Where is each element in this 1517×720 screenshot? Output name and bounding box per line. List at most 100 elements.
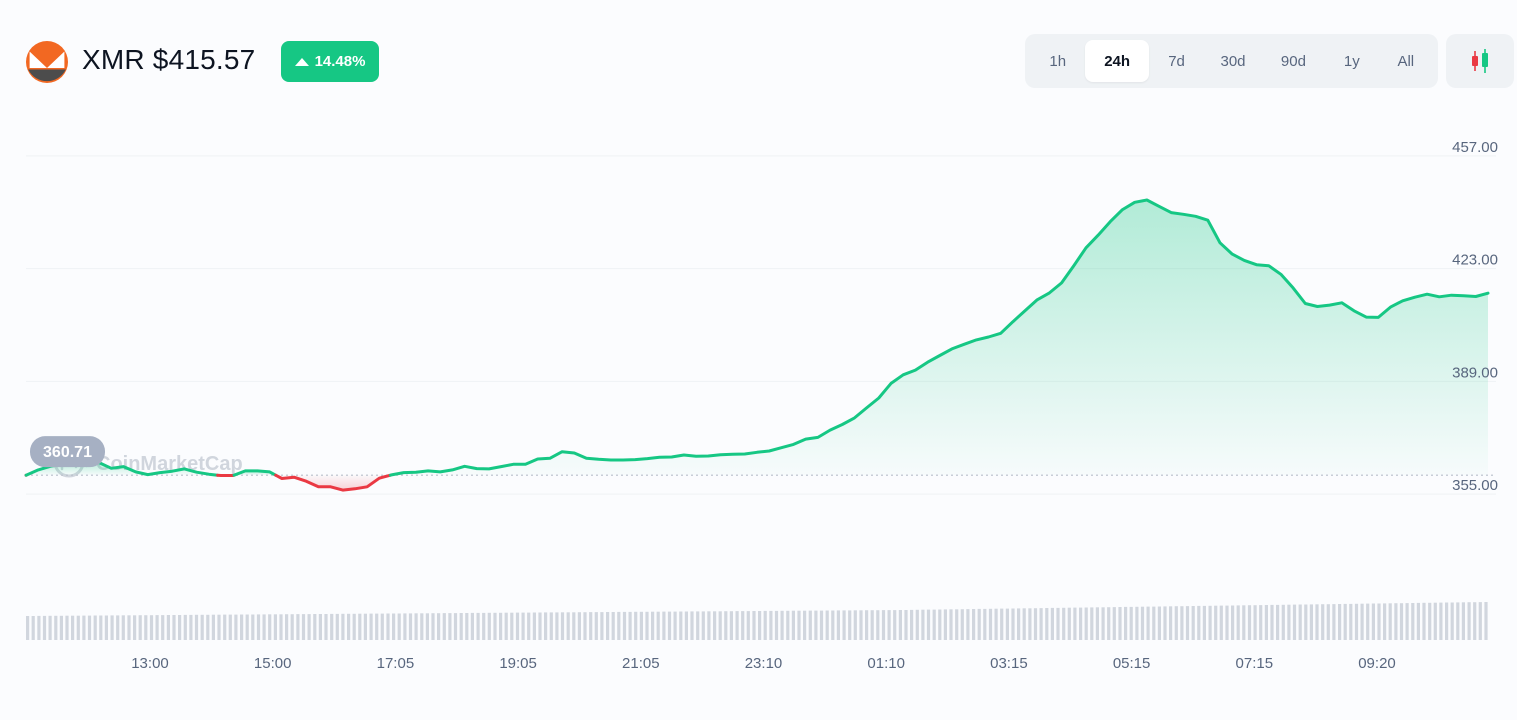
x-tick-label: 07:15 [1236, 655, 1274, 672]
volume-bar [183, 614, 187, 640]
volume-bar [1270, 604, 1274, 640]
volume-bar [718, 611, 722, 640]
volume-bar [470, 612, 474, 640]
volume-bar [1422, 602, 1426, 640]
volume-bar [1107, 607, 1111, 640]
volume-bar [1135, 606, 1139, 640]
volume-bar [211, 614, 215, 640]
price-line-up [388, 198, 1490, 477]
price-line-up [232, 469, 278, 477]
volume-bar [960, 609, 964, 640]
volume-bar [774, 610, 779, 640]
volume-bar [572, 612, 576, 640]
volume-bar [1180, 606, 1184, 640]
range-tab-24h[interactable]: 24h [1085, 40, 1149, 82]
volume-bar [589, 612, 593, 640]
volume-bar [1428, 602, 1432, 640]
volume-bar [1073, 607, 1077, 640]
volume-bar [696, 611, 700, 640]
volume-bar [606, 612, 610, 640]
volume-bar [746, 611, 750, 640]
volume-bar [93, 615, 97, 640]
volume-bar [972, 609, 976, 640]
volume-bar [99, 615, 103, 640]
x-tick-label: 03:15 [990, 655, 1028, 672]
volume-bar [831, 610, 835, 640]
volume-bar [1371, 603, 1375, 640]
coin-price-title: XMR $415.57 [82, 44, 256, 75]
volume-bar [983, 608, 987, 640]
x-tick-label: 21:05 [622, 655, 660, 672]
range-tab-1y[interactable]: 1y [1343, 52, 1360, 70]
volume-bar [465, 613, 469, 640]
triangle-up-icon [294, 57, 309, 66]
volume-bar [1411, 603, 1415, 640]
volume-bar [560, 612, 565, 640]
range-tab-1h[interactable]: 1h [1049, 52, 1067, 70]
volume-bar [1045, 608, 1049, 640]
volume-bar [1360, 603, 1364, 640]
volume-bar [1067, 607, 1071, 640]
volume-bar [713, 611, 717, 640]
volume-bar [335, 613, 339, 640]
candlestick-toggle-button[interactable] [1446, 34, 1514, 88]
volume-bar [898, 610, 902, 640]
volume-bar [1354, 603, 1359, 640]
volume-bar [54, 615, 58, 640]
volume-bar [1445, 602, 1449, 640]
volume-bar [110, 615, 114, 640]
x-tick-label: 05:15 [1113, 655, 1151, 672]
volume-bar [819, 610, 824, 640]
volume-bar [1033, 608, 1038, 640]
volume-bar [1264, 605, 1268, 640]
range-tab-7d[interactable]: 7d [1168, 52, 1185, 70]
x-tick-label: 09:20 [1358, 655, 1396, 672]
volume-bar [1467, 602, 1471, 640]
volume-bar [504, 612, 508, 640]
volume-bar [1399, 603, 1404, 640]
volume-bar [420, 613, 424, 640]
volume-bar [487, 612, 491, 640]
volume-bar [803, 610, 807, 640]
volume-bar [453, 613, 458, 640]
volume-bar [1309, 604, 1313, 640]
volume-bar [577, 612, 581, 640]
volume-bar [189, 614, 193, 640]
volume-bar [240, 614, 244, 640]
volume-bar [42, 615, 47, 640]
volume-bar [1478, 602, 1482, 640]
range-tab-30d[interactable]: 30d [1220, 52, 1246, 70]
volume-bar [228, 614, 232, 640]
volume-bar [31, 616, 35, 640]
volume-bar [752, 611, 756, 640]
volume-bar [594, 612, 598, 640]
volume-bar [532, 612, 536, 640]
volume-bar [656, 611, 660, 640]
volume-bar [1079, 607, 1083, 640]
range-tab-90d[interactable]: 90d [1280, 52, 1306, 70]
volume-bar [493, 612, 497, 640]
volume-bar [1219, 605, 1223, 640]
volume-bar [76, 615, 80, 640]
volume-bar [994, 608, 998, 640]
volume-bar [836, 610, 840, 640]
volume-bar [1388, 603, 1392, 640]
volume-bar [318, 614, 322, 640]
volume-bar [223, 614, 227, 640]
volume-bar [763, 610, 767, 640]
volume-bar [887, 610, 891, 640]
volume-bar [527, 612, 531, 640]
volume-bar [144, 615, 148, 640]
open-price-badge: 360.71 [30, 436, 105, 468]
volume-bar [178, 615, 182, 640]
volume-bar [600, 612, 604, 640]
volume-bar [341, 613, 345, 640]
x-tick-label: 19:05 [499, 655, 537, 672]
volume-bar [791, 610, 795, 640]
range-tab-all[interactable]: All [1397, 52, 1415, 70]
volume-bar [741, 611, 745, 640]
volume-bar [1028, 608, 1032, 640]
volume-bar [358, 613, 362, 640]
volume-bar [622, 611, 627, 640]
volume-bar [707, 611, 711, 640]
